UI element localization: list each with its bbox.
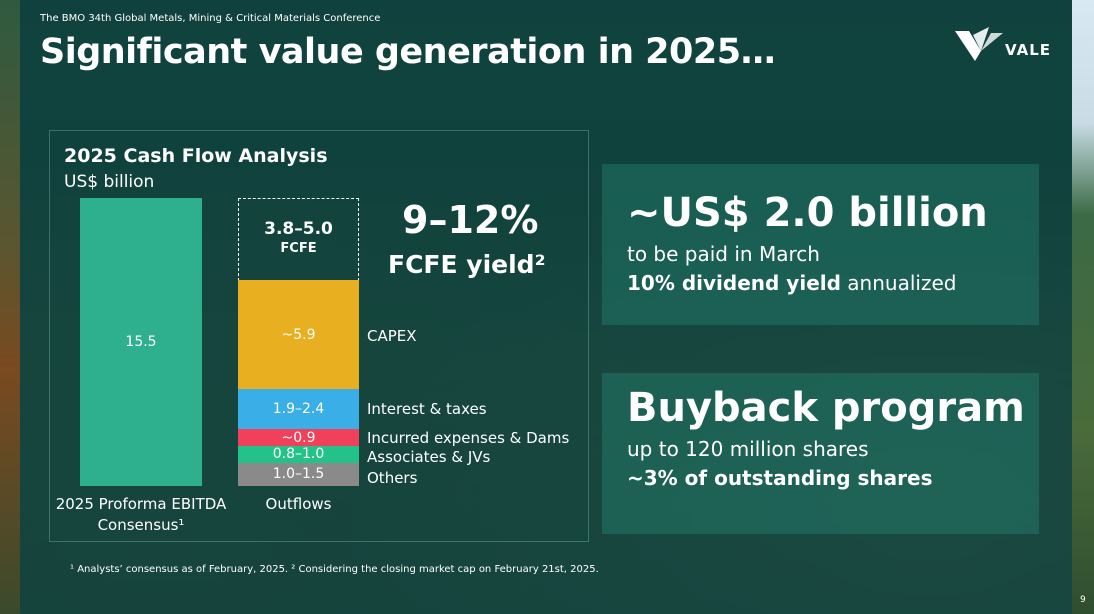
dividend-headline: ~US$ 2.0 billion [627,190,988,236]
fcfe-yield-value: 9–12% [402,198,539,242]
dividend-line2: 10% dividend yield annualized [627,271,956,295]
vale-logo-text: VALE [1005,41,1052,59]
conference-name: The BMO 34th Global Metals, Mining & Cri… [40,13,381,24]
buyback-card: Buyback program up to 120 million shares… [602,373,1039,534]
capex-bar: ~5.9 [238,279,359,390]
x-axis-label-outflows: Outflows [265,495,332,513]
chart-subtitle: US$ billion [64,172,155,192]
fcfe-yield-label: FCFE yield² [388,250,546,279]
interest-taxes-bar-label: 1.9–2.4 [272,401,325,418]
page-number: 9 [1080,595,1086,605]
buyback-line2: ~3% of outstanding shares [627,466,933,490]
others-bar: 1.0–1.5 [238,462,359,486]
dividend-yield-bold: 10% dividend yield [627,271,841,295]
vale-logo-icon [955,27,1003,61]
others-category-label: Others [367,469,418,487]
buyback-line1: up to 120 million shares [627,437,869,461]
chart-title: 2025 Cash Flow Analysis [64,145,328,167]
interest-taxes-category-label: Interest & taxes [367,400,487,418]
fcfe-bar: 3.8–5.0 FCFE [238,198,359,281]
footnote: ¹ Analysts’ consensus as of February, 20… [70,564,599,575]
x-axis-label-ebitda: 2025 Proforma EBITDA Consensus¹ [55,495,227,534]
background-photo-right [1072,0,1094,614]
others-bar-label: 1.0–1.5 [272,466,325,483]
fcfe-bar-name: FCFE [280,241,317,256]
associates-jvs-category-label: Associates & JVs [367,448,491,466]
ebitda-bar: 15.5 [80,198,202,486]
fcfe-bar-label: 3.8–5.0 [264,219,333,239]
dividend-yield-rest: annualized [840,271,957,295]
page-title: Significant value generation in 2025… [40,32,776,72]
associates-jvs-bar-label: 0.8–1.0 [272,446,325,463]
dividend-card: ~US$ 2.0 billion to be paid in March 10%… [602,164,1039,325]
capex-category-label: CAPEX [367,327,417,345]
chart-panel [49,130,589,542]
associates-jvs-bar: 0.8–1.0 [238,446,359,463]
background-photo-left [0,0,20,614]
ebitda-bar-label: 15.5 [125,334,157,350]
incurred-expenses-bar: ~0.9 [238,429,359,447]
capex-bar-label: ~5.9 [281,326,316,343]
dividend-line1: to be paid in March [627,242,820,266]
incurred-expenses-category-label: Incurred expenses & Dams [367,429,570,447]
buyback-headline: Buyback program [627,385,1025,431]
interest-taxes-bar: 1.9–2.4 [238,389,359,430]
incurred-expenses-bar-label: ~0.9 [281,429,316,446]
